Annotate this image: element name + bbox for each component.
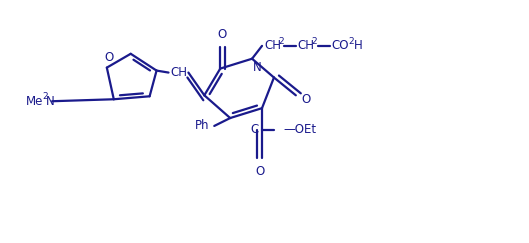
- Text: C: C: [250, 123, 258, 136]
- Text: CO: CO: [332, 39, 349, 52]
- Text: Me: Me: [26, 95, 43, 108]
- Text: O: O: [302, 93, 311, 106]
- Text: N: N: [253, 61, 262, 74]
- Text: 2: 2: [312, 37, 317, 46]
- Text: O: O: [104, 51, 113, 64]
- Text: H: H: [353, 39, 362, 52]
- Text: CH: CH: [170, 66, 187, 79]
- Text: —OEt: —OEt: [284, 123, 317, 136]
- Text: 2: 2: [278, 37, 284, 46]
- Text: Ph: Ph: [195, 120, 209, 132]
- Text: 2: 2: [349, 37, 354, 46]
- Text: O: O: [256, 165, 264, 177]
- Text: O: O: [217, 28, 227, 41]
- Text: CH: CH: [298, 39, 315, 52]
- Text: N: N: [46, 95, 55, 108]
- Text: 2: 2: [42, 92, 48, 101]
- Text: CH: CH: [264, 39, 281, 52]
